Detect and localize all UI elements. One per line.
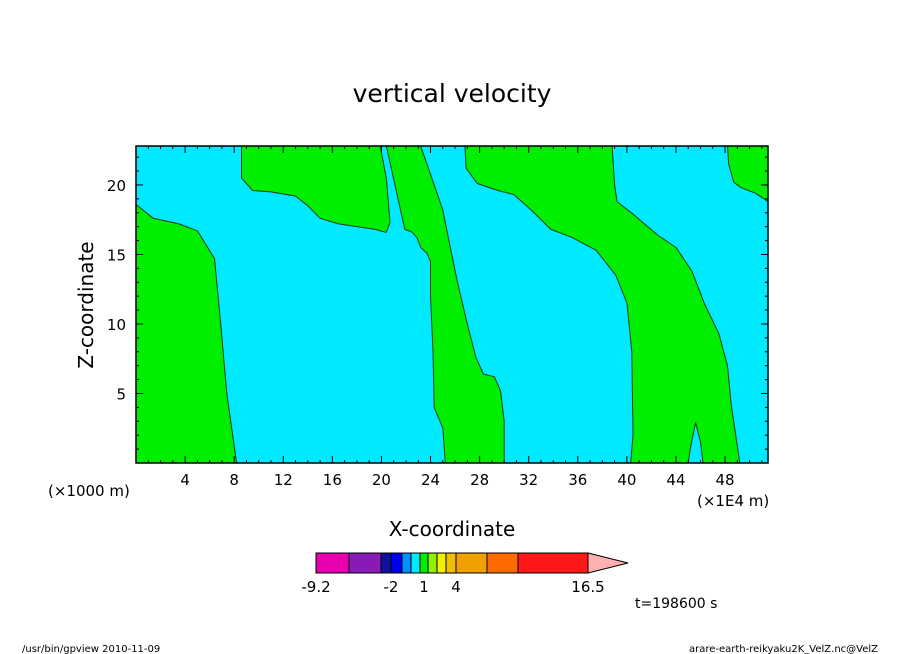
plot-frame: [135, 145, 769, 464]
x-axis-label: X-coordinate: [389, 517, 516, 541]
y-tick-label: 10: [107, 316, 126, 334]
x-tick-label: 12: [274, 471, 293, 489]
contour-regions: [135, 145, 769, 464]
colorbar-swatch: [410, 552, 421, 574]
colorbar-level-label: -2: [384, 578, 399, 596]
contour-region-4: [464, 145, 741, 464]
colorbar-swatch: [486, 552, 519, 574]
colorbar-swatch: [517, 552, 589, 574]
colorbar: [315, 552, 629, 574]
x-tick-label: 16: [323, 471, 342, 489]
x-tick-label: 20: [372, 471, 391, 489]
colorbar-swatch: [436, 552, 447, 574]
x-tick-label: 24: [421, 471, 440, 489]
colorbar-level-label: 4: [451, 578, 461, 596]
y-tick-label: 15: [107, 246, 126, 264]
colorbar-swatch: [390, 552, 403, 574]
x-tick-label: 36: [568, 471, 587, 489]
colorbar-swatch: [348, 552, 382, 574]
colorbar-extend-arrow: [587, 552, 629, 574]
colorbar-swatch: [315, 552, 350, 574]
x-tick-label: 32: [519, 471, 538, 489]
colorbar-swatch: [427, 552, 438, 574]
colorbar-labels: -9.2 -2 1 4 16.5: [301, 578, 604, 596]
x-tick-label: 44: [666, 471, 685, 489]
x-axis-ticks: 4 8 12 16 20 24 28 32 36 40 44 48: [147, 146, 763, 489]
colorbar-level-label: 16.5: [571, 578, 604, 596]
footer-left: /usr/bin/gpview 2010-11-09: [22, 644, 160, 654]
colorbar-swatch: [401, 552, 412, 574]
chart-title: vertical velocity: [353, 79, 552, 108]
colorbar-swatch: [419, 552, 429, 574]
x-tick-label: 28: [470, 471, 489, 489]
colorbar-level-label: -9.2: [301, 578, 330, 596]
y-axis-label: Z-coordinate: [74, 241, 98, 368]
colorbar-swatch: [455, 552, 488, 574]
x-tick-label: 4: [180, 471, 190, 489]
x-tick-label: 48: [716, 471, 735, 489]
colorbar-swatch: [380, 552, 392, 574]
x-axis-unit-left: (×1000 m): [48, 482, 130, 500]
x-axis-unit-right: (×1E4 m): [697, 492, 769, 510]
time-annotation: t=198600 s: [635, 596, 717, 612]
y-tick-label: 5: [116, 385, 126, 403]
x-tick-label: 8: [229, 471, 239, 489]
y-tick-label: 20: [107, 177, 126, 195]
x-tick-label: 40: [617, 471, 636, 489]
contour-region-2: [241, 145, 391, 233]
footer-right: arare-earth-reikyaku2K_VelZ.nc@VelZ: [689, 644, 878, 654]
y-axis-ticks: 5 10 15 20: [107, 156, 768, 450]
colorbar-level-label: 1: [419, 578, 429, 596]
colorbar-swatch: [445, 552, 457, 574]
